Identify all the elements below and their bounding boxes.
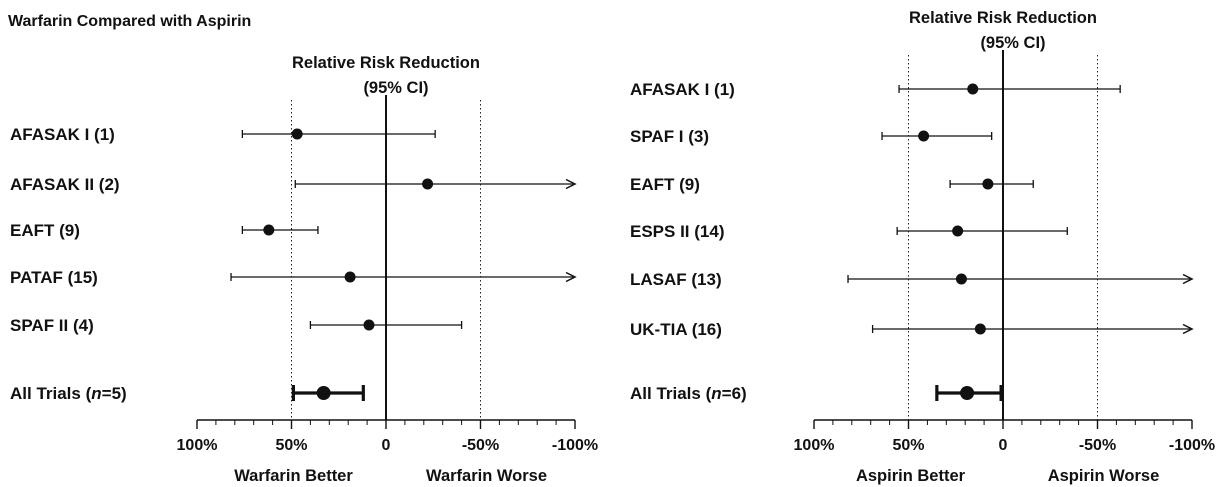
better-label: Aspirin Better (856, 467, 966, 485)
x-tick-label: 0 (382, 437, 391, 454)
ci-arrowhead (1182, 323, 1194, 335)
point-estimate (967, 83, 979, 95)
better-label: Warfarin Better (234, 467, 353, 485)
study-label: AFASAK I (1) (630, 80, 735, 99)
axis-title-line1: Relative Risk Reduction (909, 9, 1097, 27)
point-estimate (955, 273, 967, 285)
x-tick-label: 50% (892, 437, 924, 454)
pooled-label: All Trials (n=5) (10, 384, 127, 403)
ci-arrowhead (1182, 273, 1194, 285)
x-tick-label: 0 (999, 437, 1008, 454)
study-label: EAFT (9) (10, 221, 80, 240)
x-tick-label: -50% (462, 437, 499, 454)
point-estimate (291, 128, 303, 140)
aspirin-panel: Relative Risk Reduction (95% CI) 100% 50% 0 -… (630, 9, 1215, 485)
point-estimate (982, 178, 994, 190)
point-estimate (918, 130, 930, 142)
ci-arrowhead (565, 271, 577, 283)
x-tick-label: 50% (275, 437, 307, 454)
study-label: LASAF (13) (630, 270, 722, 289)
study-label: AFASAK I (1) (10, 125, 115, 144)
point-estimate (344, 271, 356, 283)
axis-title-line1: Relative Risk Reduction (292, 54, 480, 72)
worse-label: Aspirin Worse (1048, 467, 1160, 485)
point-estimate (422, 178, 434, 190)
warfarin-panel: Relative Risk Reduction (95% CI) 100% 50% 0 -… (10, 54, 598, 485)
x-tick-label: 100% (177, 437, 218, 454)
figure-title: Warfarin Compared with Aspirin (8, 13, 251, 30)
study-label: AFASAK II (2) (10, 175, 120, 194)
study-label: UK-TIA (16) (630, 320, 722, 339)
axis-title-line2: (95% CI) (980, 34, 1045, 52)
x-tick-label: 100% (794, 437, 835, 454)
study-label: SPAF II (4) (10, 316, 94, 335)
x-tick-label: -50% (1079, 437, 1116, 454)
pooled-label: All Trials (n=6) (630, 384, 747, 403)
pooled-point-estimate (960, 386, 975, 400)
x-tick-label: -100% (552, 437, 598, 454)
x-tick-label: -100% (1169, 437, 1215, 454)
point-estimate (952, 225, 964, 237)
point-estimate (363, 319, 375, 331)
point-estimate (263, 224, 275, 236)
study-label: EAFT (9) (630, 175, 700, 194)
study-label: PATAF (15) (10, 268, 98, 287)
pooled-point-estimate (316, 386, 331, 400)
ci-arrowhead (565, 178, 577, 190)
study-label: ESPS II (14) (630, 222, 724, 241)
study-label: SPAF I (3) (630, 127, 709, 146)
point-estimate (974, 323, 986, 335)
axis-title-line2: (95% CI) (363, 79, 428, 97)
worse-label: Warfarin Worse (426, 467, 547, 485)
